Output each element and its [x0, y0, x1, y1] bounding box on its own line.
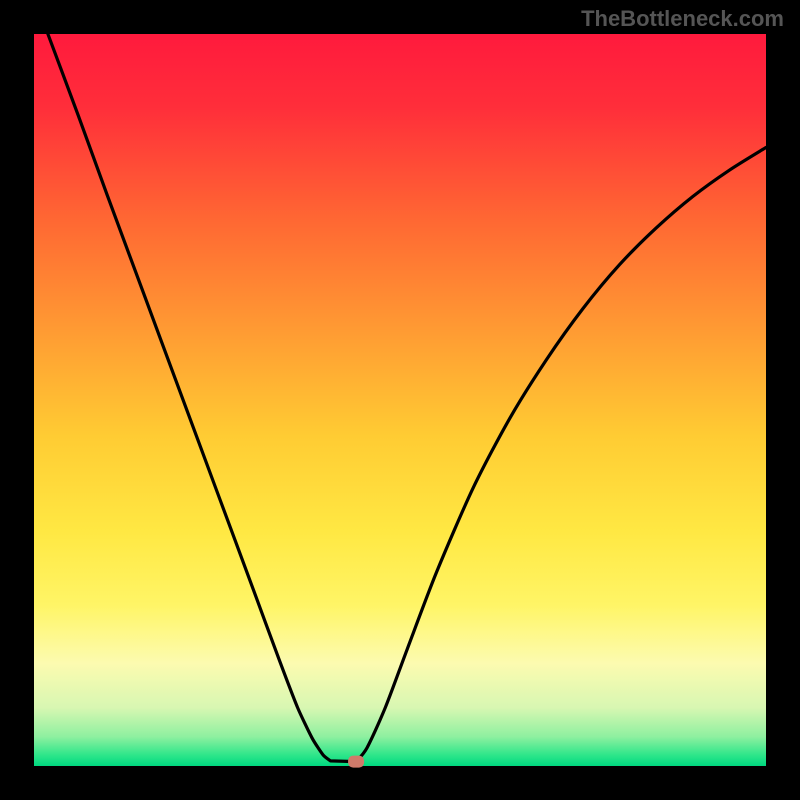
plot-background [34, 34, 766, 766]
chart-container: TheBottleneck.com [0, 0, 800, 800]
optimal-point-marker [348, 756, 364, 768]
watermark-text: TheBottleneck.com [581, 6, 784, 32]
bottleneck-chart-svg [0, 0, 800, 800]
